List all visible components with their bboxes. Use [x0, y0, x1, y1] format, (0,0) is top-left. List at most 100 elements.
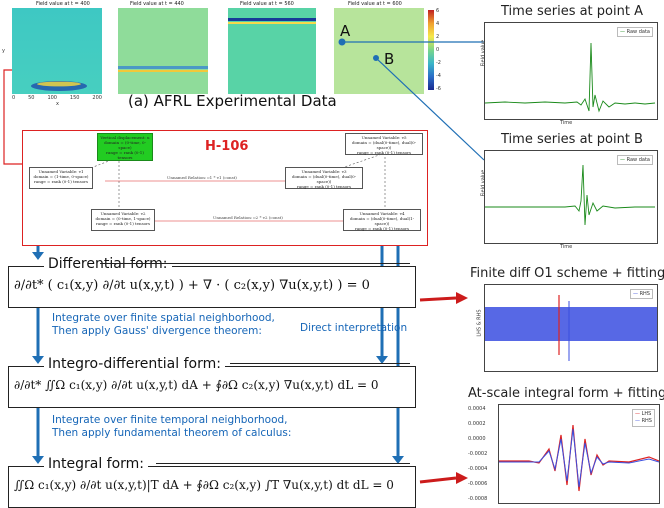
direct-interpretation-label: Direct interpretation	[300, 322, 408, 334]
integral-form-title: Integral form:	[44, 456, 149, 472]
is-legend-rhs-label: RHS	[641, 418, 652, 424]
experimental-data-caption: (a) AFRL Experimental Data	[128, 92, 337, 110]
integral-title-rule	[156, 463, 410, 465]
heatmap-title-1: Field value at t = 400	[36, 1, 90, 7]
ts-a-title: Time series at point A	[501, 4, 643, 19]
differential-form-box	[8, 266, 416, 308]
heatmap-4	[334, 8, 424, 94]
red-bracket-line	[3, 69, 22, 165]
is-legend: — LHS — RHS	[631, 409, 655, 427]
fd-svg	[485, 295, 657, 361]
fd-plot: — RHS	[484, 284, 658, 372]
heatmap-2-wave-high	[118, 70, 208, 72]
colorbar	[428, 10, 434, 90]
ts-b-ylabel: Field value	[480, 169, 487, 197]
heatmap-xlabel: x	[56, 101, 59, 107]
direct-line-1-head	[376, 356, 388, 364]
ts-b-plot: — Raw data	[484, 150, 658, 244]
point-a-label: A	[340, 22, 351, 40]
graph-node-v2: Unnamed Variable: v2 domain = (0-time, 1…	[91, 209, 155, 231]
fd-title: Finite diff O1 scheme + fitting	[470, 266, 664, 281]
is-yticks: 0.0004 0.0002 0.0000 -0.0002 -0.0004 -0.…	[468, 406, 487, 502]
temporal-note-line-1: Integrate over finite temporal neighborh…	[52, 414, 288, 426]
heatmap-xticks: 0 50 100 150 200	[12, 95, 102, 101]
flow-arrow-3-head	[32, 456, 44, 464]
is-legend-rhs: — RHS	[634, 418, 652, 424]
spatial-note-line-2: Then apply Gauss' divergence theorem:	[52, 325, 262, 337]
colorbar-tick: 2	[436, 34, 440, 40]
heatmap-4-svg	[334, 8, 424, 94]
integro-equation: ∂/∂t* ∬Ω c₁(x,y) ∂/∂t u(x,y,t) dA + ∮∂Ω …	[14, 378, 379, 392]
heatmap-2-svg	[118, 8, 208, 94]
red-arrow-2	[419, 476, 457, 484]
colorbar-tick: -2	[436, 60, 441, 66]
heatmap-1-svg	[12, 8, 102, 94]
is-ytick: -0.0006	[468, 481, 488, 487]
graph-node-v1: Unnamed Variable: v1 domain = (1-time, 0…	[29, 167, 93, 189]
ts-a-svg	[484, 42, 656, 113]
ts-a-series	[484, 42, 656, 113]
ts-a-ylabel: Field value	[480, 39, 487, 67]
red-arrow-1-head	[456, 292, 468, 304]
is-rhs-series	[499, 428, 660, 488]
colorbar-tick: 4	[436, 21, 440, 27]
heatmap-3-svg	[228, 8, 316, 94]
heatmap-2	[118, 8, 208, 94]
flow-arrow-1-head	[32, 252, 44, 260]
heatmap-3	[228, 8, 316, 94]
is-ytick: -0.0002	[468, 451, 488, 457]
red-arrow-2-head	[456, 472, 468, 484]
integral-equation: ∬Ω c₁(x,y) ∂/∂t u(x,y,t)|T dA + ∮∂Ω c₂(x…	[14, 478, 394, 492]
graph-node-u: Vertical displacement: u domain = (0-tim…	[97, 133, 153, 161]
ts-b-legend: — Raw data	[617, 155, 653, 165]
temporal-note-line-2: Then apply fundamental theorem of calcul…	[52, 427, 292, 439]
point-b-link	[375, 57, 485, 161]
integro-title-rule	[230, 363, 410, 365]
colorbar-tick: 0	[436, 47, 440, 53]
spatial-integration-note: Integrate over finite spatial neighborho…	[52, 312, 275, 338]
graph-edge-label-2: Unnamed Relation: c2 * v2 (const)	[213, 215, 283, 220]
heatmap-2-wave-low	[118, 66, 208, 69]
direct-line-2-head	[392, 456, 404, 464]
is-svg	[499, 424, 660, 492]
is-legend-lhs: — LHS	[634, 411, 652, 417]
fd-rhs-band	[485, 307, 657, 341]
graph-node-v5: Unnamed Variable: v5 domain = (dual(0-ti…	[345, 133, 423, 155]
heatmap-3-wave-low	[228, 18, 316, 21]
heatmap-1-wave-high	[37, 81, 81, 87]
red-arrow-1	[419, 296, 457, 302]
is-lhs-series	[499, 424, 660, 492]
heatmap-3-wave-high	[228, 22, 316, 24]
heatmap-1-field	[12, 8, 102, 94]
heatmap-xtick: 150	[69, 95, 80, 101]
heatmap-title-3: Field value at t = 560	[240, 1, 294, 7]
is-ytick: 0.0004	[468, 406, 486, 412]
differential-equation: ∂/∂t* ( c₁(x,y) ∂/∂t u(x,y,t) ) + ∇ · ( …	[14, 278, 370, 293]
is-legend-lhs-label: LHS	[641, 411, 652, 417]
heatmap-ylabel: y	[2, 48, 5, 54]
heatmap-xtick: 50	[28, 95, 35, 101]
is-title: At-scale integral form + fitting	[468, 386, 664, 401]
temporal-integration-note: Integrate over finite temporal neighborh…	[52, 414, 291, 440]
ts-a-xlabel: Time	[560, 120, 573, 126]
ts-b-xlabel: Time	[560, 244, 573, 250]
colorbar-tick: -6	[436, 86, 441, 92]
ts-a-legend-label: Raw data	[626, 29, 650, 35]
is-ytick: 0.0000	[468, 436, 486, 442]
is-ytick: 0.0002	[468, 421, 486, 427]
heatmap-1	[12, 8, 102, 94]
heatmap-xtick: 100	[47, 95, 57, 101]
integro-form-box	[8, 366, 416, 408]
colorbar-ticks: 6 4 2 0 -2 -4 -6	[436, 8, 441, 92]
point-b-label: B	[384, 50, 395, 68]
graph-node-v4: Unnamed Variable: v4 domain = (dual(0-ti…	[343, 209, 421, 231]
is-ytick: -0.0004	[468, 466, 488, 472]
ts-b-series	[485, 164, 655, 226]
heatmap-xtick: 200	[92, 95, 102, 101]
fd-legend-label: RHS	[639, 291, 650, 297]
flow-arrow-2-head	[32, 356, 44, 364]
ts-a-plot: — Raw data	[484, 22, 658, 120]
graph-edge-label-1: Unnamed Relation: c1 * v1 (const)	[167, 175, 237, 180]
colorbar-tick: -4	[436, 73, 441, 79]
differential-title-rule	[100, 263, 410, 265]
